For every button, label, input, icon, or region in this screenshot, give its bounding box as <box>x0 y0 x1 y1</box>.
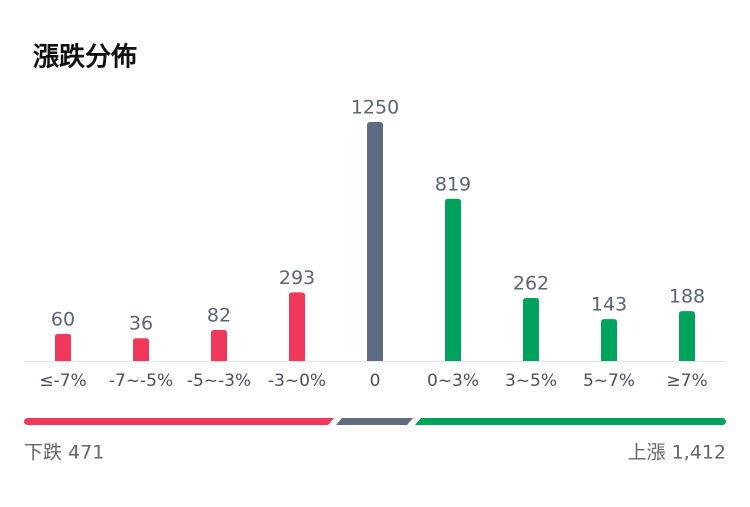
up-segment <box>415 418 722 425</box>
value-label: 262 <box>513 272 549 294</box>
x-tick-label: 0~3% <box>427 371 479 391</box>
flat-segment <box>336 418 413 425</box>
x-tick-label: 3~5% <box>505 371 557 391</box>
bar <box>55 333 71 361</box>
x-tick-label: -7~-5% <box>109 371 173 391</box>
x-tick-label: 5~7% <box>583 371 635 391</box>
value-label: 293 <box>279 267 315 289</box>
x-tick-label: ≤-7% <box>39 371 86 391</box>
value-label: 82 <box>207 305 231 327</box>
down-segment <box>27 418 334 425</box>
x-tick-label: 0 <box>370 371 381 391</box>
value-label: 60 <box>51 308 75 330</box>
value-label: 143 <box>591 294 627 316</box>
chart-title: 漲跌分佈 <box>33 42 137 73</box>
bar <box>367 122 383 361</box>
value-label: 188 <box>669 286 705 308</box>
bar <box>601 319 617 361</box>
bar <box>133 338 149 361</box>
bar <box>289 292 305 361</box>
bar <box>523 297 539 361</box>
value-label: 819 <box>435 173 471 195</box>
down-cap <box>24 418 31 425</box>
bar <box>445 198 461 361</box>
down-summary: 下跌 471 <box>24 442 104 464</box>
x-tick-label: ≥7% <box>666 371 707 391</box>
x-tick-label: -5~-3% <box>187 371 251 391</box>
up-summary: 上漲 1,412 <box>628 442 726 464</box>
value-label: 36 <box>129 313 153 335</box>
bar <box>211 330 227 361</box>
value-label: 1250 <box>351 97 399 119</box>
bar <box>679 311 695 361</box>
up-cap <box>719 418 726 425</box>
x-tick-label: -3~0% <box>268 371 326 391</box>
